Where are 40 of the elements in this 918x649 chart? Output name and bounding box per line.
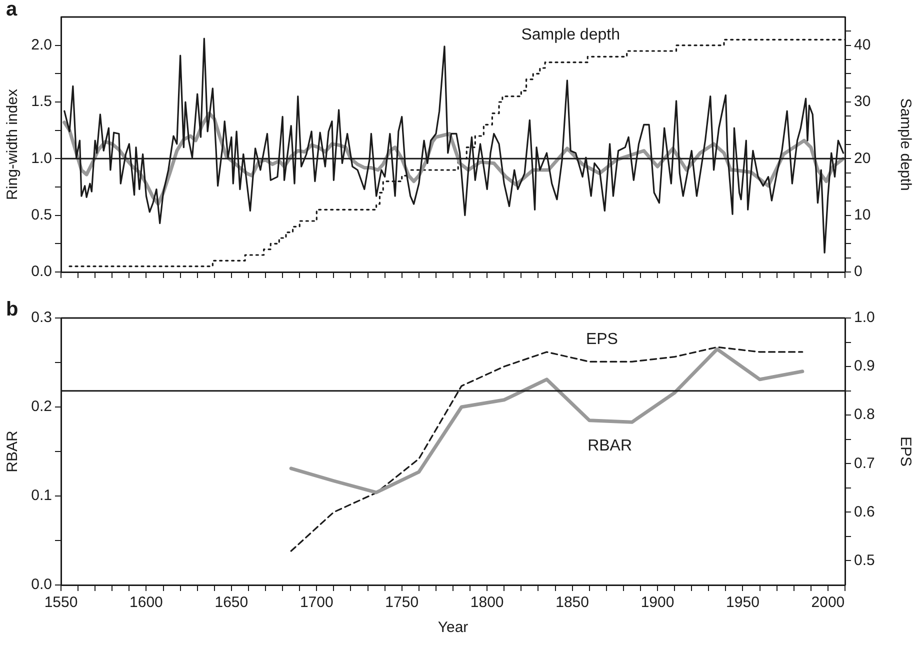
x-tick-label: 1900	[640, 594, 674, 612]
y2-tick-label: 0	[854, 263, 862, 280]
y2-tick-label: 0.9	[854, 358, 875, 375]
series-label: Sample depth	[521, 26, 620, 44]
x-tick-label: 2000	[811, 594, 845, 612]
y-tick-label: 1.0	[31, 150, 52, 167]
x-tick-label: 1550	[44, 594, 78, 612]
y2-tick-label: 0.5	[854, 552, 875, 569]
y2-tick-label: 20	[854, 150, 871, 167]
y2-axis-title: Sample depth	[896, 98, 914, 191]
x-tick-label: 1650	[214, 594, 248, 612]
y-tick-label: 0.3	[31, 309, 52, 326]
y-axis-title: RBAR	[4, 430, 22, 472]
x-tick-label: 1850	[556, 594, 589, 612]
text: b	[6, 298, 18, 321]
x-tick-label: 1600	[130, 594, 163, 612]
y-tick-label: 1.5	[31, 93, 52, 110]
y-tick-label: 2.0	[31, 36, 52, 54]
y-tick-label: 0.0	[31, 576, 52, 594]
y2-tick-label: 0.6	[854, 503, 875, 520]
x-axis-title: Year	[438, 619, 468, 636]
y-tick-label: 0.0	[31, 263, 52, 280]
y-tick-label: 0.5	[31, 206, 52, 224]
y-tick-label: 0.1	[31, 487, 52, 504]
text: a	[6, 0, 18, 21]
x-tick-label: 1750	[385, 594, 419, 612]
y2-tick-label: 0.7	[854, 454, 875, 472]
y2-tick-label: 30	[854, 93, 871, 110]
series-label: EPS	[586, 330, 618, 348]
y-tick-label: 0.2	[31, 398, 52, 416]
x-tick-label: 1700	[300, 594, 334, 612]
y2-tick-label: 10	[854, 206, 871, 224]
x-tick-label: 1800	[470, 594, 504, 612]
y2-tick-label: 0.8	[854, 406, 875, 424]
series-label: RBAR	[588, 438, 632, 455]
y-axis-title: Ring-width index	[4, 88, 22, 200]
y2-axis-title: EPS	[896, 436, 914, 467]
x-tick-label: 1950	[726, 594, 760, 612]
y2-tick-label: 1.0	[854, 309, 875, 326]
y2-tick-label: 40	[854, 36, 871, 54]
